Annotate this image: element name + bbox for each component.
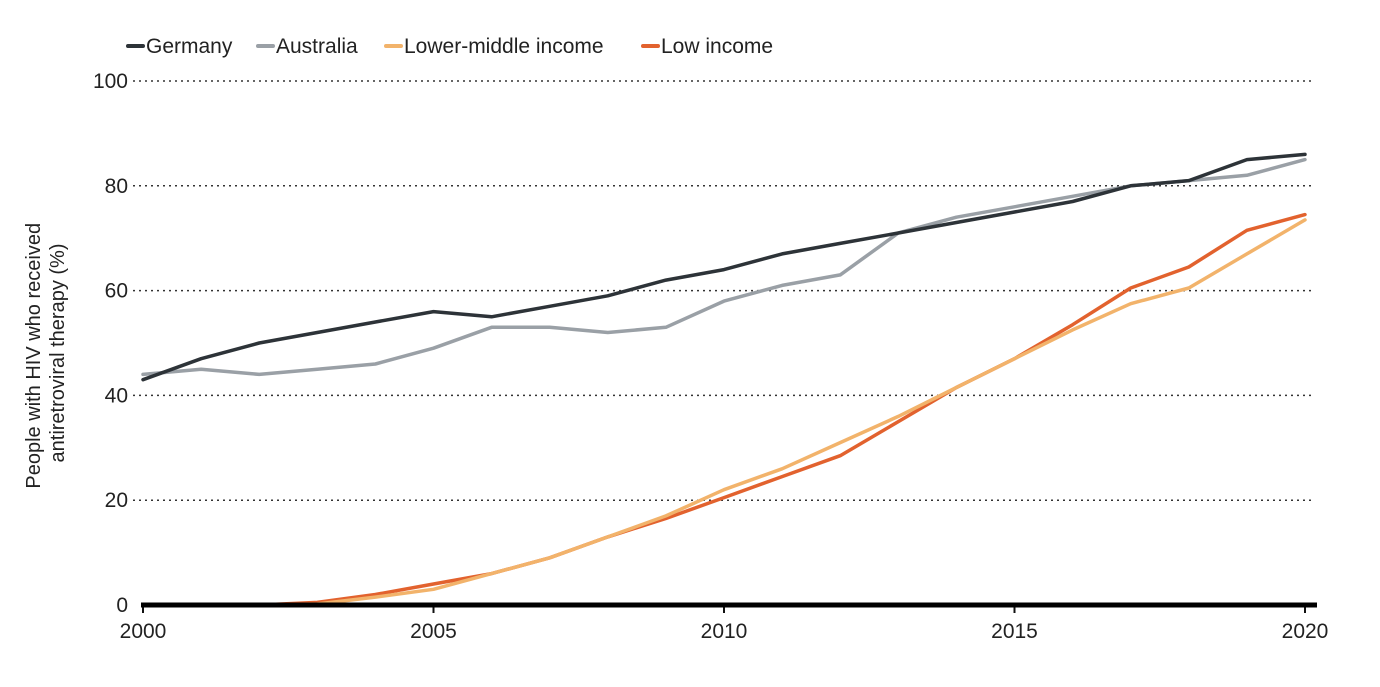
y-axis-label-line-1: People with HIV who received	[23, 223, 45, 489]
chart-legend: Germany Australia Lower-middle income Low i…	[126, 35, 773, 58]
x-axis-ticks: 2000 2005 2010 2015 2020	[120, 605, 1329, 643]
y-tick-label: 60	[105, 280, 128, 303]
x-tick-label: 2005	[410, 620, 457, 643]
x-tick-label: 2015	[991, 620, 1038, 643]
series-line-germany	[141, 152, 1307, 382]
series-line-low-income	[141, 212, 1307, 607]
series-line-australia	[141, 157, 1307, 377]
y-tick-label: 0	[116, 594, 128, 617]
legend-label: Lower-middle income	[404, 35, 604, 58]
legend-label: Australia	[276, 35, 358, 58]
y-tick-label: 20	[105, 489, 128, 512]
y-axis-label-line-2: antiretroviral therapy (%)	[47, 244, 69, 463]
series-line-lower-middle-income	[141, 218, 1307, 607]
x-tick-label: 2020	[1282, 620, 1329, 643]
y-axis-label: People with HIV who received antiretrovi…	[23, 217, 69, 488]
x-tick-label: 2010	[701, 620, 748, 643]
x-tick-label: 2000	[120, 620, 167, 643]
gridlines	[133, 80, 1315, 501]
series-lines	[141, 152, 1307, 607]
y-tick-label: 80	[105, 175, 128, 198]
legend-label: Low income	[661, 35, 773, 58]
y-axis-ticks: 0 20 40 60 80 100	[93, 70, 128, 617]
legend-label: Germany	[146, 35, 233, 58]
y-tick-label: 100	[93, 70, 128, 93]
y-tick-label: 40	[105, 384, 128, 407]
